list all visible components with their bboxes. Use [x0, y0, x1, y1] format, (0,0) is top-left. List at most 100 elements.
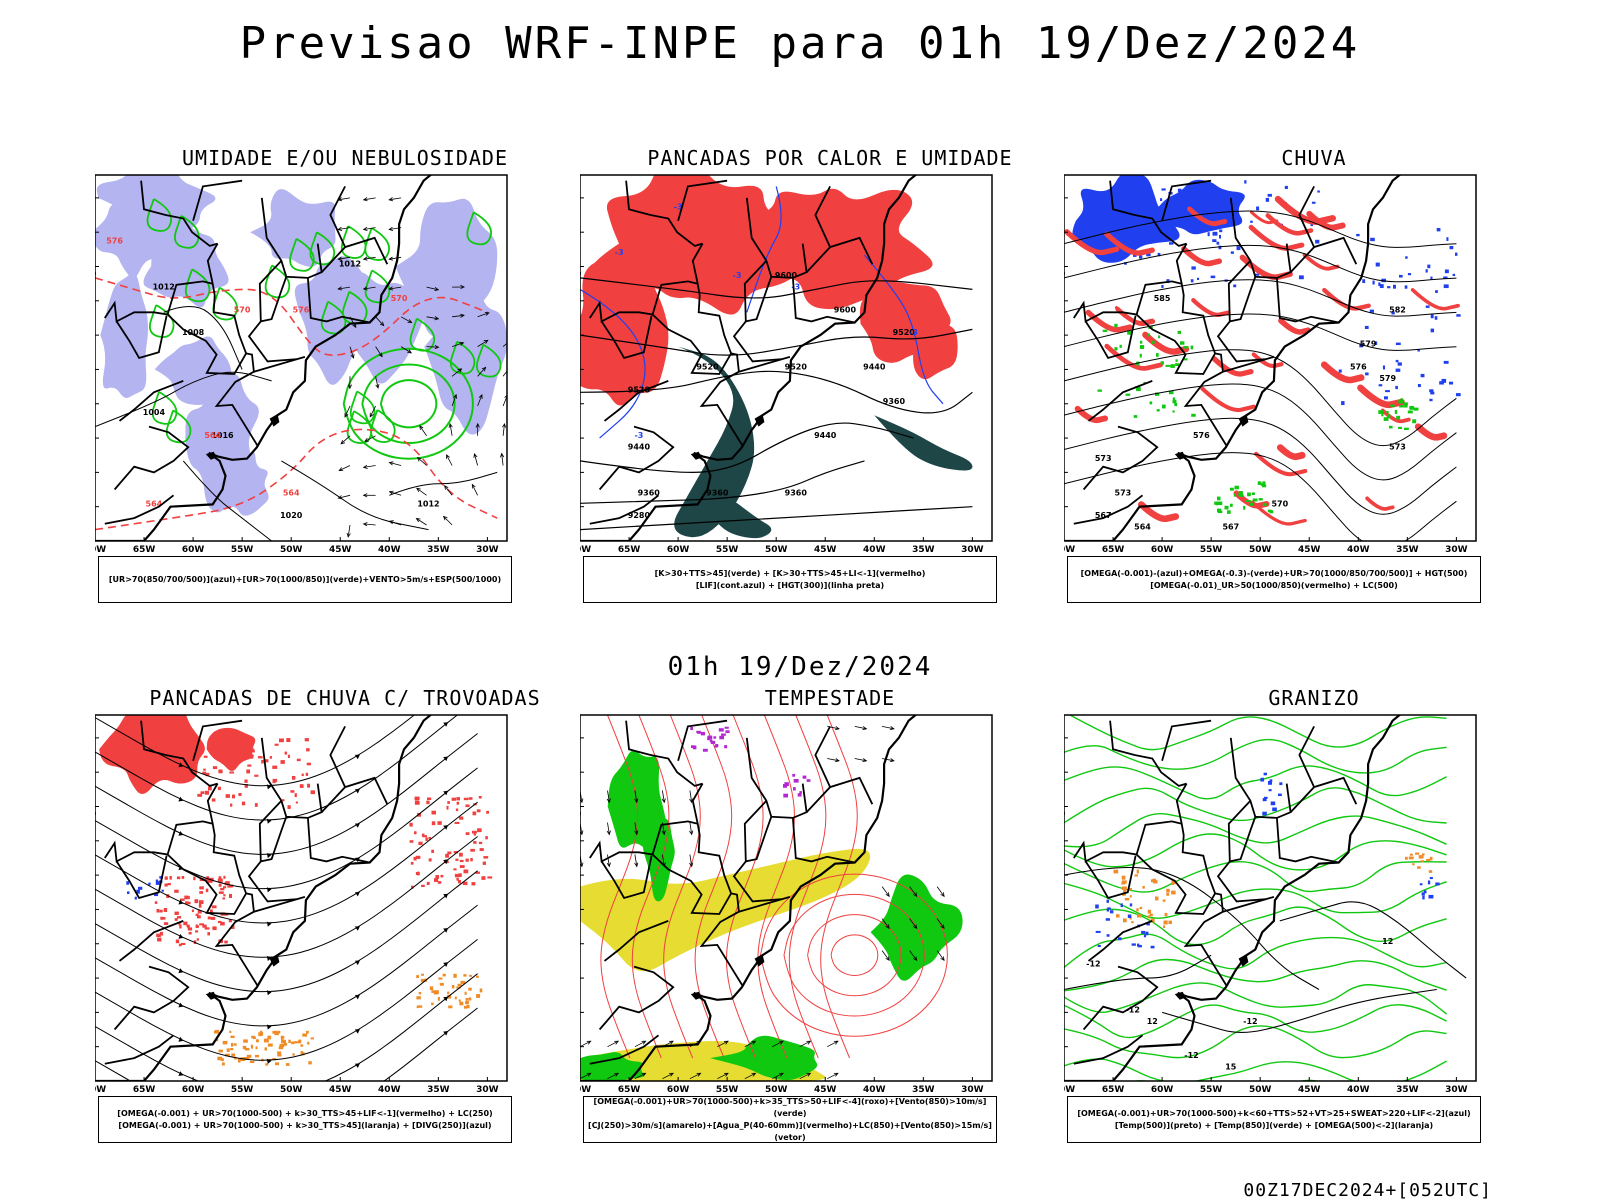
speckle	[469, 997, 472, 1000]
lon-label: 35W	[427, 545, 450, 555]
speckle	[238, 1059, 241, 1063]
speckle	[807, 779, 811, 782]
speckle	[302, 1034, 307, 1037]
lon-label: 45W	[329, 545, 352, 555]
speckle	[713, 736, 716, 738]
speckle	[1417, 866, 1421, 868]
speckle	[1125, 219, 1129, 222]
speckle	[288, 755, 290, 758]
speckle	[230, 1036, 234, 1038]
contour-label: 564	[283, 488, 300, 497]
speckle	[199, 886, 204, 889]
speckle	[1396, 343, 1401, 345]
map-granizo: -12-1212-12-12121512S15S18S21S24S27S30S3…	[1064, 708, 1564, 1108]
speckle	[438, 978, 442, 980]
speckle	[307, 763, 311, 766]
speckle	[1191, 266, 1195, 269]
speckle	[456, 809, 458, 812]
speckle	[1430, 392, 1434, 395]
contour-label: 582	[1389, 305, 1406, 314]
speckle	[206, 889, 208, 893]
lon-label: 30W	[476, 1085, 499, 1095]
speckle	[177, 916, 181, 918]
speckle	[455, 997, 457, 1000]
speckle	[302, 774, 304, 777]
contour-label: -12	[1243, 1017, 1257, 1026]
legend-line-2: [OMEGA(-0.001) + UR>70(1000-500) + k>30_…	[99, 1120, 511, 1132]
speckle	[1098, 390, 1102, 392]
speckle	[251, 1045, 253, 1049]
speckle	[1373, 281, 1375, 285]
speckle	[459, 853, 463, 857]
speckle	[234, 1043, 237, 1045]
speckle	[460, 860, 464, 862]
speckle	[470, 849, 475, 852]
speckle	[1422, 853, 1425, 855]
footer-timestamp: 00Z17DEC2024+[052UTC]	[1243, 1180, 1492, 1201]
speckle	[470, 858, 472, 861]
speckle	[466, 859, 469, 862]
speckle	[1180, 341, 1184, 344]
legend-line-1: [UR>70(850/700/500)](azul)+[UR>70(1000/8…	[99, 574, 511, 586]
speckle	[1270, 779, 1273, 782]
speckle	[415, 797, 419, 800]
speckle	[1341, 401, 1344, 405]
legend-line-1: [OMEGA(-0.001) + UR>70(1000-500) + k>30_…	[99, 1108, 511, 1120]
speckle	[219, 876, 222, 879]
speckle	[307, 784, 310, 788]
speckle	[1285, 186, 1288, 189]
speckle	[305, 738, 309, 741]
speckle	[1140, 345, 1144, 349]
speckle	[273, 779, 278, 782]
speckle	[1381, 413, 1383, 416]
speckle	[1175, 363, 1179, 366]
speckle	[447, 806, 449, 810]
speckle	[1146, 179, 1148, 181]
speckle	[1217, 242, 1220, 245]
speckle	[1217, 509, 1221, 512]
speckle	[466, 832, 470, 835]
speckle	[438, 821, 442, 825]
lon-label: 65W	[133, 545, 156, 555]
speckle	[719, 736, 724, 739]
speckle	[1246, 500, 1251, 502]
speckle	[421, 974, 424, 976]
speckle	[168, 883, 171, 885]
speckle	[477, 809, 481, 812]
speckle	[416, 975, 419, 978]
speckle	[480, 848, 484, 851]
speckle	[230, 1048, 233, 1050]
speckle	[469, 797, 473, 800]
speckle	[1395, 410, 1397, 414]
speckle	[1264, 773, 1267, 776]
speckle	[447, 801, 450, 804]
contour-label: 9440	[863, 362, 886, 371]
speckle	[286, 738, 290, 742]
speckle	[1405, 285, 1408, 288]
speckle	[460, 865, 465, 868]
speckle	[288, 1040, 291, 1043]
speckle	[417, 1005, 422, 1007]
contour-label: 9440	[628, 443, 651, 452]
contour-label: 570	[391, 294, 408, 303]
contour-label: 1012	[417, 500, 439, 509]
speckle	[1312, 202, 1316, 204]
speckle	[1107, 934, 1110, 937]
speckle	[179, 925, 181, 929]
panel-legend: [OMEGA(-0.001) + UR>70(1000-500) + k>30_…	[98, 1096, 512, 1143]
speckle	[443, 974, 446, 977]
lon-label: 70W	[1064, 545, 1075, 555]
speckle	[1161, 285, 1163, 288]
speckle	[1384, 396, 1388, 399]
contour-label: 579	[1360, 340, 1377, 349]
speckle	[217, 1057, 222, 1061]
speckle	[1139, 256, 1142, 259]
speckle	[422, 834, 425, 837]
speckle	[1191, 279, 1194, 282]
lon-label: 65W	[618, 545, 641, 555]
speckle	[1144, 935, 1146, 938]
speckle	[1409, 406, 1414, 410]
speckle	[1122, 880, 1127, 883]
speckle	[175, 918, 178, 921]
